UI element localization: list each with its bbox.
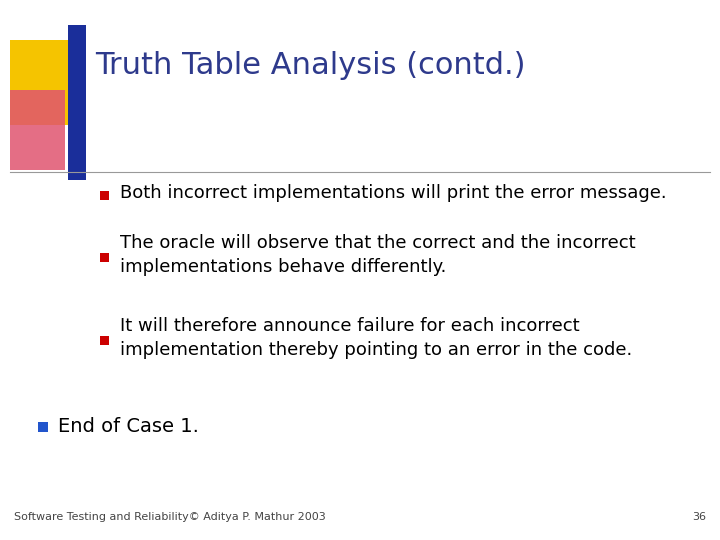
Bar [38,422,48,432]
Bar [100,253,109,262]
Bar [100,191,109,200]
Text: Both incorrect implementations will print the error message.: Both incorrect implementations will prin… [120,184,667,202]
Bar [68,25,86,180]
Text: Truth Table Analysis (contd.): Truth Table Analysis (contd.) [95,51,526,79]
Bar [100,336,109,345]
Text: It will therefore announce failure for each incorrect
implementation thereby poi: It will therefore announce failure for e… [120,317,632,359]
Text: End of Case 1.: End of Case 1. [58,417,199,436]
Bar [10,40,75,125]
Text: The oracle will observe that the correct and the incorrect
implementations behav: The oracle will observe that the correct… [120,234,636,276]
Text: Software Testing and Reliability© Aditya P. Mathur 2003: Software Testing and Reliability© Aditya… [14,512,325,522]
Text: 36: 36 [692,512,706,522]
Bar [10,90,65,170]
